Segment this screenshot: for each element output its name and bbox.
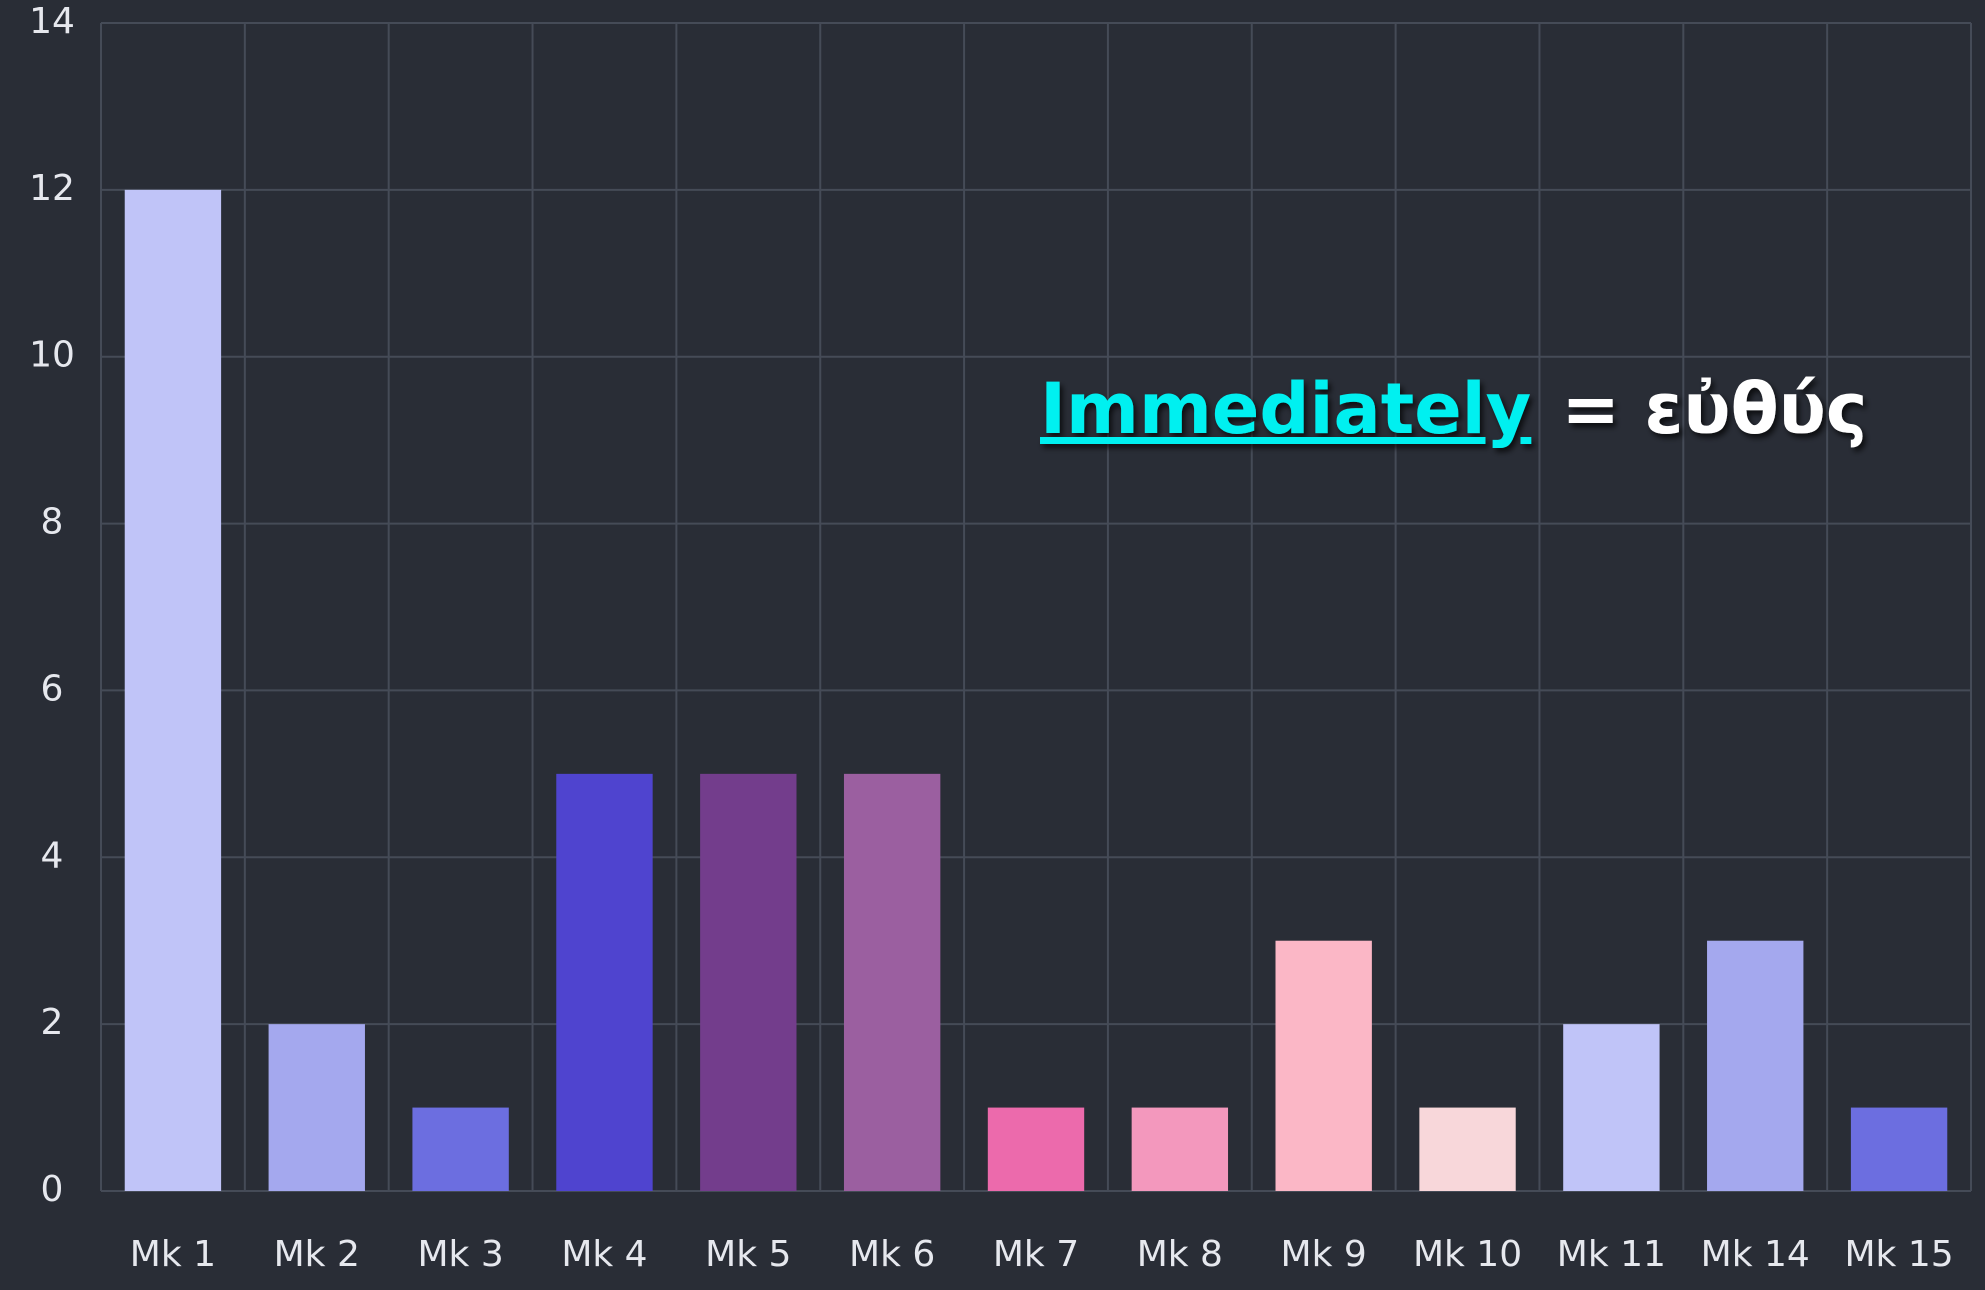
bar xyxy=(987,1107,1085,1191)
annotation: Immediately = εὐθύς xyxy=(1040,368,1867,450)
x-tick-label: Mk 1 xyxy=(130,1234,216,1275)
bar xyxy=(700,773,797,1191)
grid-layer xyxy=(100,22,1972,1192)
y-tick-label: 4 xyxy=(41,835,64,876)
x-tick-label: Mk 15 xyxy=(1844,1234,1953,1275)
annotation-greek: = εὐθύς xyxy=(1561,368,1867,450)
bar xyxy=(268,1024,365,1191)
y-tick-label: 10 xyxy=(29,335,75,376)
bar xyxy=(843,773,941,1191)
bar xyxy=(1850,1107,1948,1191)
bar xyxy=(412,1107,509,1191)
y-tick-label: 12 xyxy=(29,168,75,209)
bar-layer xyxy=(124,189,1948,1191)
x-tick-label: Mk 4 xyxy=(561,1234,647,1275)
x-tick-label: Mk 10 xyxy=(1413,1234,1522,1275)
x-tick-label: Mk 5 xyxy=(705,1234,791,1275)
bar xyxy=(124,189,222,1191)
x-tick-label: Mk 7 xyxy=(993,1234,1079,1275)
y-tick-label: 2 xyxy=(41,1002,64,1043)
x-tick-label: Mk 9 xyxy=(1281,1234,1367,1275)
bar xyxy=(1419,1107,1516,1191)
y-tick-label: 0 xyxy=(41,1169,64,1210)
annotation-term: Immediately xyxy=(1040,368,1531,450)
y-tick-label: 14 xyxy=(29,1,75,42)
x-tick-label: Mk 2 xyxy=(274,1234,360,1275)
bar xyxy=(1275,940,1372,1191)
x-tick-label: Mk 6 xyxy=(849,1234,935,1275)
bar xyxy=(1131,1107,1229,1191)
x-tick-label: Mk 14 xyxy=(1701,1234,1810,1275)
y-tick-label: 8 xyxy=(41,502,64,543)
x-tick-label: Mk 8 xyxy=(1137,1234,1223,1275)
y-tick-label: 6 xyxy=(41,668,64,709)
x-tick-label: Mk 11 xyxy=(1557,1234,1666,1275)
bar xyxy=(556,773,653,1191)
x-tick-label: Mk 3 xyxy=(417,1234,503,1275)
bar xyxy=(1707,940,1804,1191)
bar xyxy=(1563,1024,1660,1191)
